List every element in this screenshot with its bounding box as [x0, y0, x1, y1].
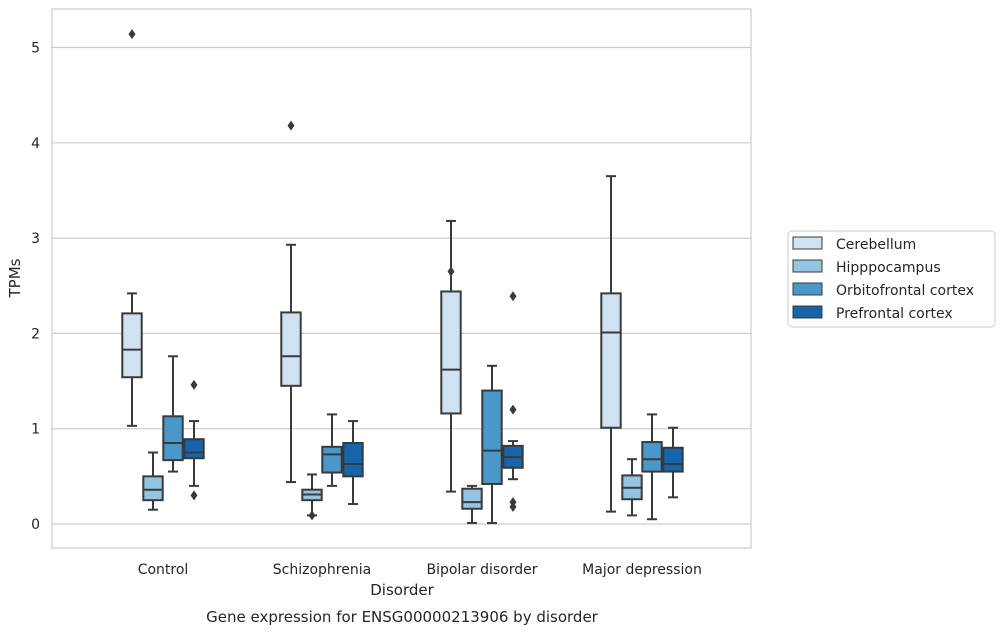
y-tick-label: 2 — [31, 326, 40, 342]
box-group — [342, 420, 364, 505]
outlier-point — [447, 266, 455, 277]
box-group — [481, 364, 503, 525]
outlier-point — [128, 29, 136, 40]
legend-swatch — [792, 259, 823, 273]
box-group — [621, 458, 643, 517]
y-tick-labels: 0 1 2 3 4 5 — [31, 41, 40, 534]
box — [280, 311, 302, 387]
box-group — [183, 379, 205, 501]
legend-item: Hipppocampus — [792, 259, 941, 276]
chart-caption: Gene expression for ENSG00000213906 by d… — [206, 608, 599, 626]
legend-item: Prefrontal cortex — [792, 305, 953, 322]
legend-label: Orbitofrontal cortex — [836, 283, 974, 299]
box — [121, 312, 143, 379]
outlier-point — [190, 379, 198, 390]
x-tick-label: Control — [138, 562, 189, 578]
box — [440, 290, 462, 415]
legend-label: Cerebellum — [836, 237, 916, 253]
x-tick-label: Bipolar disorder — [426, 562, 537, 578]
y-axis-title: TPMs — [6, 258, 24, 298]
legend-frame — [787, 230, 996, 328]
x-axis-title: Disorder — [370, 581, 434, 599]
legend-item: Cerebellum — [792, 236, 916, 253]
box-group — [121, 29, 143, 427]
y-tick-label: 0 — [31, 517, 40, 533]
box — [600, 292, 622, 429]
outlier-point — [509, 404, 517, 415]
x-tick-label: Schizophrenia — [273, 562, 371, 578]
x-tick-label: Major depression — [582, 562, 702, 578]
box-group — [502, 291, 524, 512]
outlier-point — [308, 510, 316, 521]
box — [461, 487, 483, 510]
legend-swatch — [792, 282, 823, 296]
outlier-point — [509, 501, 517, 512]
box — [162, 415, 184, 462]
x-tick-labels: Control Schizophrenia Bipolar disorder Majo… — [138, 562, 702, 578]
plot-frame — [51, 8, 752, 549]
box — [641, 441, 663, 473]
legend-item: Orbitofrontal cortex — [792, 282, 974, 299]
legend-swatch — [792, 236, 823, 250]
box — [321, 445, 343, 474]
y-tick-label: 1 — [31, 422, 40, 438]
legend: Cerebellum Hipppocampus Orbitofrontal cort… — [787, 230, 996, 328]
box — [342, 441, 364, 478]
box-group — [321, 413, 343, 487]
box — [183, 438, 205, 460]
y-tick-label: 5 — [31, 41, 40, 57]
box-group — [301, 473, 323, 521]
outlier-point — [287, 120, 295, 131]
box — [481, 389, 503, 485]
y-tick-label: 4 — [31, 136, 40, 152]
box — [662, 446, 684, 473]
box-group — [142, 451, 164, 511]
box-group — [600, 175, 622, 513]
box-group — [461, 484, 483, 525]
box — [142, 475, 164, 502]
legend-label: Prefrontal cortex — [836, 306, 953, 322]
legend-swatch — [792, 305, 823, 319]
box-group — [662, 426, 684, 499]
outlier-point — [509, 291, 517, 302]
box-group — [641, 413, 663, 521]
box-group — [440, 219, 462, 493]
outlier-point — [190, 490, 198, 501]
y-tick-label: 3 — [31, 231, 40, 247]
box-group — [280, 120, 302, 484]
legend-label: Hipppocampus — [836, 260, 941, 276]
box-group — [162, 355, 184, 473]
box-groups — [121, 29, 684, 525]
